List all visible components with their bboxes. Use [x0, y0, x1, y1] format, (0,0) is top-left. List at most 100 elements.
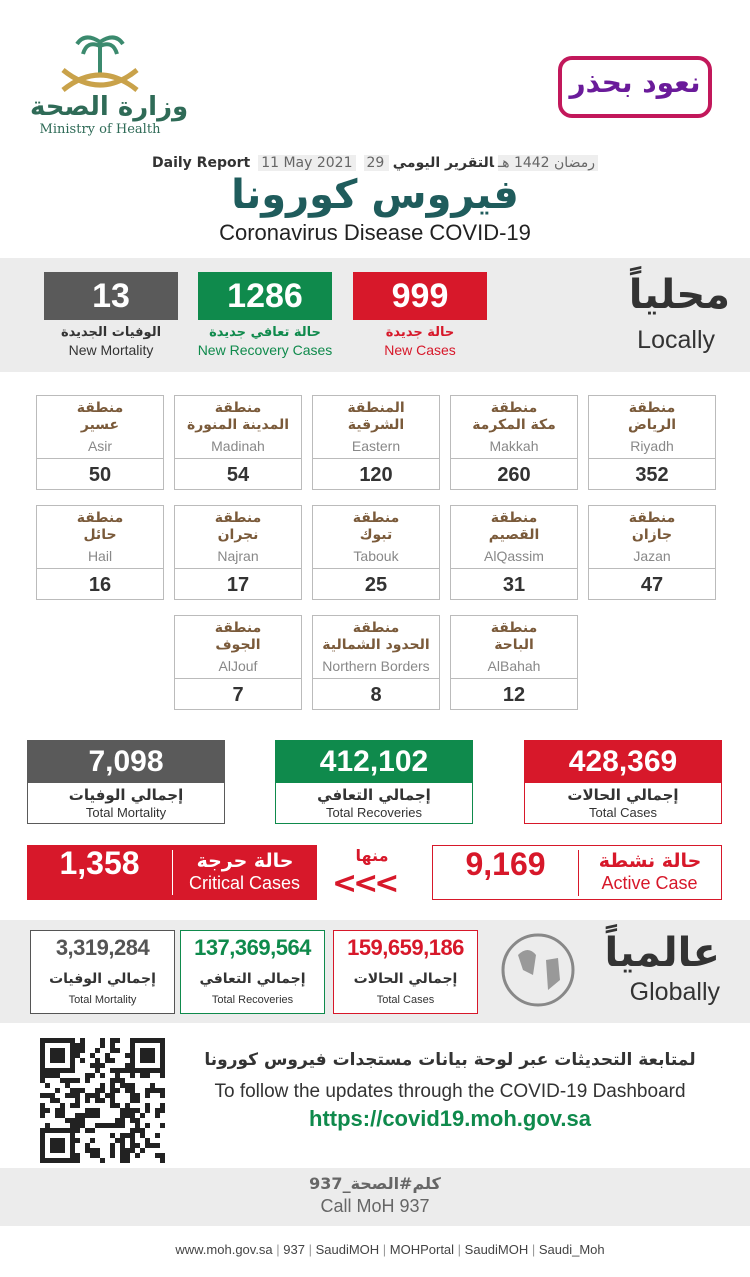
qr-module — [40, 1043, 45, 1048]
qr-module — [130, 1083, 135, 1088]
qr-module — [95, 1098, 100, 1103]
call-ar: كلم#الصحة_937 — [309, 1174, 441, 1193]
footer-link[interactable]: MOHPortal — [389, 1242, 455, 1257]
qr-module — [110, 1038, 115, 1043]
qr-module — [70, 1053, 75, 1058]
qr-module — [90, 1093, 95, 1098]
qr-module — [75, 1098, 80, 1103]
region-card: منطقة القصيم AlQassim 31 — [450, 505, 578, 600]
region-line1: منطقة — [214, 620, 262, 636]
qr-module — [50, 1068, 55, 1073]
qr-module — [140, 1053, 145, 1058]
region-value: 16 — [37, 568, 163, 600]
qr-module — [60, 1108, 65, 1113]
global-label-ar: إجمالي التعافي — [199, 971, 306, 987]
local-stat-label-en: New Mortality — [68, 342, 154, 358]
local-stat-label-ar: حالة جديدة — [385, 325, 455, 340]
local-stat-label-ar: حالة تعافي جديدة — [209, 325, 321, 340]
qr-module — [105, 1093, 110, 1098]
qr-module — [70, 1063, 75, 1068]
qr-module — [60, 1158, 65, 1163]
qr-module — [75, 1103, 80, 1108]
qr-module — [55, 1108, 60, 1113]
qr-module — [110, 1153, 115, 1158]
footer-link[interactable]: www.moh.gov.sa — [175, 1242, 273, 1257]
local-stat-value: 1286 — [198, 272, 332, 320]
qr-module — [100, 1038, 105, 1043]
qr-module — [140, 1073, 145, 1078]
footer-link[interactable]: 937 — [283, 1242, 305, 1257]
critical-label-en: Critical Cases — [188, 873, 301, 893]
qr-module — [50, 1048, 55, 1053]
region-line2: حائل — [83, 527, 117, 543]
qr-module — [115, 1088, 120, 1093]
qr-module — [145, 1143, 150, 1148]
qr-module — [90, 1153, 95, 1158]
qr-module — [110, 1148, 115, 1153]
qr-module — [95, 1058, 100, 1063]
qr-module — [135, 1093, 140, 1098]
active-value: 9,169 — [465, 846, 546, 882]
region-card: منطقة الحدود الشمالية Northern Borders 8 — [312, 615, 440, 710]
qr-module — [70, 1153, 75, 1158]
region-line2: نجران — [217, 527, 259, 543]
region-card: منطقة الباحة AlBahah 12 — [450, 615, 578, 710]
qr-module — [50, 1128, 55, 1133]
qr-module — [130, 1098, 135, 1103]
qr-code — [40, 1038, 165, 1163]
region-line1: منطقة — [352, 510, 400, 526]
qr-module — [60, 1143, 65, 1148]
region-line2: الشرقية — [347, 417, 405, 433]
qr-module — [85, 1073, 90, 1078]
qr-module — [155, 1068, 160, 1073]
qr-module — [50, 1038, 55, 1043]
separator: | — [379, 1242, 390, 1257]
qr-module — [45, 1108, 50, 1113]
global-card: 159,659,186 إجمالي الحالات Total Cases — [333, 930, 478, 1014]
region-line1: منطقة — [76, 400, 124, 416]
qr-module — [160, 1108, 165, 1113]
qr-module — [55, 1098, 60, 1103]
qr-module — [110, 1058, 115, 1063]
qr-module — [135, 1098, 140, 1103]
qr-module — [115, 1103, 120, 1108]
qr-module — [120, 1138, 125, 1143]
qr-module — [70, 1048, 75, 1053]
qr-module — [160, 1063, 165, 1068]
active-label-ar: حالة نشطة — [578, 850, 721, 896]
qr-module — [120, 1153, 125, 1158]
global-value: 159,659,186 — [347, 935, 464, 960]
qr-module — [90, 1063, 95, 1068]
total-card: 428,369 إجمالي الحالات Total Cases — [524, 740, 722, 824]
qr-module — [75, 1158, 80, 1163]
qr-module — [125, 1153, 130, 1158]
qr-module — [100, 1088, 105, 1093]
qr-module — [120, 1108, 125, 1113]
qr-module — [60, 1078, 65, 1083]
qr-module — [140, 1048, 145, 1053]
qr-module — [130, 1128, 135, 1133]
footer-link[interactable]: Saudi_Moh — [538, 1242, 605, 1257]
active-label-en: Active Case — [601, 873, 698, 893]
footer-link[interactable]: SaudiMOH — [315, 1242, 380, 1257]
region-card: منطقة نجران Najran 17 — [174, 505, 302, 600]
qr-module — [75, 1138, 80, 1143]
region-line2: المدينة المنورة — [186, 417, 290, 433]
qr-module — [50, 1058, 55, 1063]
region-card: منطقة جازان Jazan 47 — [588, 505, 716, 600]
region-card: منطقة الرياض Riyadh 352 — [588, 395, 716, 490]
qr-module — [125, 1133, 130, 1138]
qr-module — [110, 1133, 115, 1138]
qr-module — [80, 1113, 85, 1118]
qr-module — [135, 1143, 140, 1148]
region-value: 54 — [175, 458, 301, 490]
title-ar: فيروس كورونا — [231, 172, 519, 218]
qr-module — [115, 1038, 120, 1043]
qr-module — [125, 1148, 130, 1153]
qr-module — [150, 1048, 155, 1053]
qr-module — [40, 1073, 45, 1078]
global-label-ar: إجمالي الحالات — [353, 971, 458, 987]
qr-module — [135, 1068, 140, 1073]
qr-module — [70, 1093, 75, 1098]
footer-link[interactable]: SaudiMOH — [464, 1242, 529, 1257]
